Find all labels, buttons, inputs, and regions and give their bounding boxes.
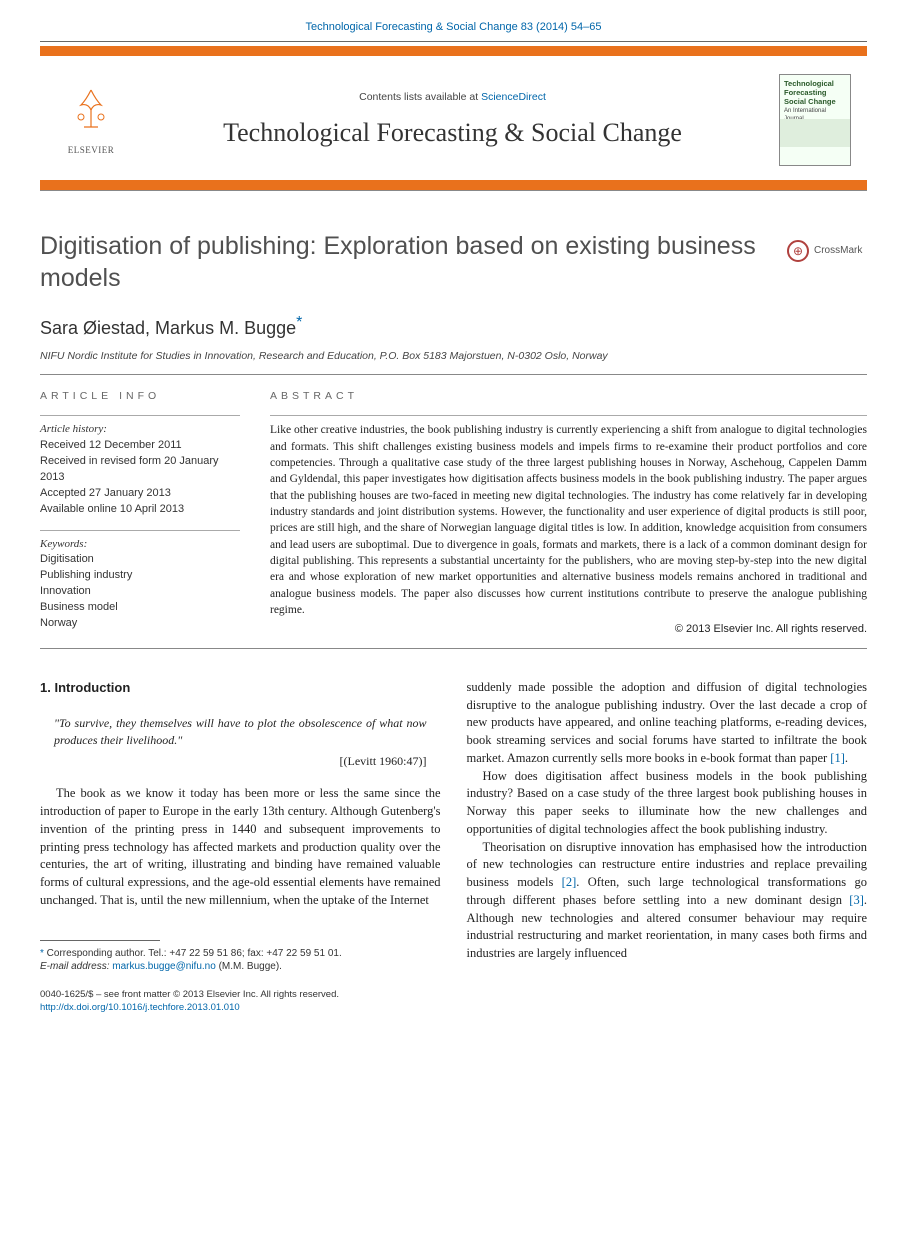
top-rule bbox=[40, 41, 867, 42]
divider-below-abstract bbox=[40, 648, 867, 649]
crossmark-label: CrossMark bbox=[814, 244, 862, 258]
header-center: Contents lists available at ScienceDirec… bbox=[126, 90, 779, 151]
sciencedirect-link[interactable]: ScienceDirect bbox=[481, 91, 546, 103]
footnote-email-label: E-mail address: bbox=[40, 961, 112, 972]
abstract-text: Like other creative industries, the book… bbox=[270, 422, 867, 618]
keyword-5: Norway bbox=[40, 616, 240, 632]
body-columns: 1. Introduction "To survive, they themse… bbox=[40, 679, 867, 1014]
article-info-heading: ARTICLE INFO bbox=[40, 389, 240, 404]
journal-name: Technological Forecasting & Social Chang… bbox=[126, 115, 779, 151]
footnote-rule bbox=[40, 940, 160, 941]
elsevier-logo: ELSEVIER bbox=[56, 80, 126, 160]
keyword-4: Business model bbox=[40, 600, 240, 616]
journal-cover-thumbnail: Technological Forecasting Social Change … bbox=[779, 74, 851, 166]
keyword-2: Publishing industry bbox=[40, 568, 240, 584]
history-accepted: Accepted 27 January 2013 bbox=[40, 486, 240, 502]
corresponding-mark: * bbox=[296, 314, 302, 331]
affiliation-line: NIFU Nordic Institute for Studies in Inn… bbox=[40, 349, 867, 364]
para-right-1b: . bbox=[845, 751, 848, 765]
ref-link-2[interactable]: [2] bbox=[562, 875, 577, 889]
abstract-subrule bbox=[270, 415, 867, 416]
para-right-2: How does digitisation affect business mo… bbox=[467, 768, 868, 839]
history-received: Received 12 December 2011 bbox=[40, 438, 240, 454]
crossmark-icon: ⊕ bbox=[787, 240, 809, 262]
journal-header: ELSEVIER Contents lists available at Sci… bbox=[40, 56, 867, 180]
para-right-1: suddenly made possible the adoption and … bbox=[467, 679, 868, 768]
contents-available-line: Contents lists available at ScienceDirec… bbox=[126, 90, 779, 105]
para-left-1: The book as we know it today has been mo… bbox=[40, 785, 441, 909]
para-right-1a: suddenly made possible the adoption and … bbox=[467, 680, 868, 765]
history-revised: Received in revised form 20 January 2013 bbox=[40, 454, 240, 486]
cover-title: Technological Forecasting bbox=[784, 79, 846, 97]
doi-link[interactable]: http://dx.doi.org/10.1016/j.techfore.201… bbox=[40, 1002, 240, 1013]
elsevier-name: ELSEVIER bbox=[68, 144, 115, 157]
orange-bar-bottom bbox=[40, 180, 867, 190]
footnote-line1: Corresponding author. Tel.: +47 22 59 51… bbox=[44, 948, 342, 959]
author-names: Sara Øiestad, Markus M. Bugge bbox=[40, 318, 296, 338]
abstract-copyright: © 2013 Elsevier Inc. All rights reserved… bbox=[270, 622, 867, 637]
cover-sub: Social Change bbox=[784, 97, 846, 106]
cover-band bbox=[780, 119, 850, 147]
info-subrule-1 bbox=[40, 415, 240, 416]
info-abstract-row: ARTICLE INFO Article history: Received 1… bbox=[40, 389, 867, 638]
epigraph-source: [(Levitt 1960:47)] bbox=[40, 753, 427, 770]
keywords-label: Keywords: bbox=[40, 537, 240, 552]
keyword-1: Digitisation bbox=[40, 552, 240, 568]
keyword-3: Innovation bbox=[40, 584, 240, 600]
info-subrule-2 bbox=[40, 530, 240, 531]
article-info-column: ARTICLE INFO Article history: Received 1… bbox=[40, 389, 240, 638]
para-right-3: Theorisation on disruptive innovation ha… bbox=[467, 839, 868, 963]
front-matter-line: 0040-1625/$ – see front matter © 2013 El… bbox=[40, 988, 441, 1001]
header-bottom-rule bbox=[40, 190, 867, 191]
corresponding-author-footnote: * Corresponding author. Tel.: +47 22 59 … bbox=[40, 947, 441, 974]
ref-link-1[interactable]: [1] bbox=[830, 751, 845, 765]
section-number: 1. bbox=[40, 680, 51, 695]
ref-link-3[interactable]: [3] bbox=[849, 893, 864, 907]
citation-line: Technological Forecasting & Social Chang… bbox=[40, 20, 867, 35]
bottom-block: 0040-1625/$ – see front matter © 2013 El… bbox=[40, 988, 441, 1015]
right-column: suddenly made possible the adoption and … bbox=[467, 679, 868, 1014]
elsevier-tree-icon bbox=[66, 85, 116, 142]
article-history-label: Article history: bbox=[40, 422, 240, 437]
left-column: 1. Introduction "To survive, they themse… bbox=[40, 679, 441, 1014]
history-online: Available online 10 April 2013 bbox=[40, 502, 240, 518]
abstract-heading: ABSTRACT bbox=[270, 389, 867, 404]
section-1-heading: 1. Introduction bbox=[40, 679, 441, 697]
footnote-tail: (M.M. Bugge). bbox=[216, 961, 282, 972]
article-title: Digitisation of publishing: Exploration … bbox=[40, 231, 787, 294]
crossmark-badge[interactable]: ⊕ CrossMark bbox=[787, 231, 867, 271]
epigraph-quote: "To survive, they themselves will have t… bbox=[54, 715, 427, 749]
orange-bar bbox=[40, 46, 867, 56]
authors-line: Sara Øiestad, Markus M. Bugge* bbox=[40, 312, 867, 341]
title-block: Digitisation of publishing: Exploration … bbox=[40, 231, 867, 294]
section-title: Introduction bbox=[54, 680, 130, 695]
contents-prefix: Contents lists available at bbox=[359, 91, 481, 103]
divider-above-info bbox=[40, 374, 867, 375]
footnote-email-link[interactable]: markus.bugge@nifu.no bbox=[112, 961, 216, 972]
abstract-column: ABSTRACT Like other creative industries,… bbox=[270, 389, 867, 638]
